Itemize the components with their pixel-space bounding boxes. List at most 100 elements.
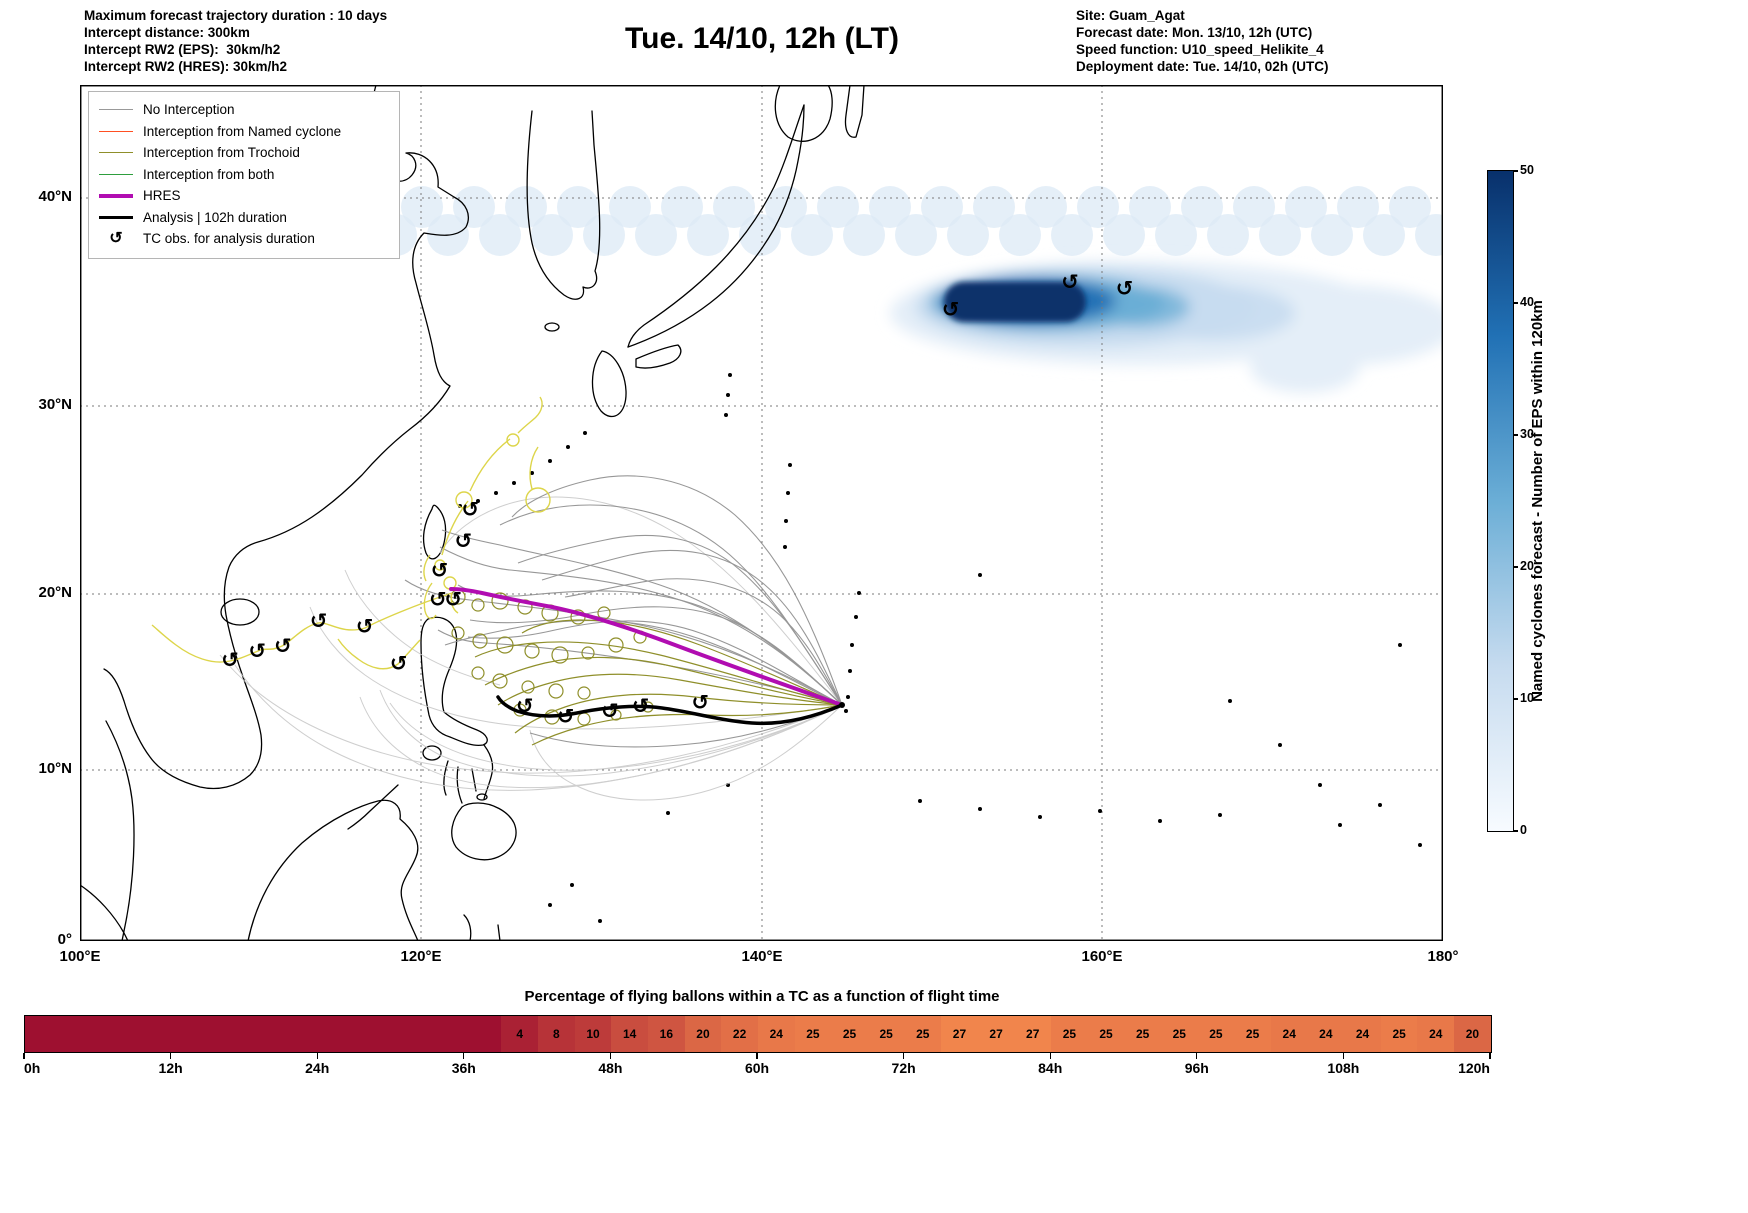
header-right-line-3: Speed function: U10_speed_Helikite_4	[1076, 42, 1324, 57]
tc-obs-symbol: ↺	[429, 587, 447, 611]
hres-trajectory	[449, 587, 844, 707]
analysis-trajectory	[496, 695, 844, 726]
legend-label: Interception from Trochoid	[143, 145, 300, 161]
strip-tick-label: 72h	[891, 1060, 916, 1076]
strip-cell-18: 25	[1160, 1016, 1198, 1052]
tc-obs-symbol: ↺	[1116, 276, 1134, 300]
x-tick-160e: 160°E	[1081, 948, 1123, 965]
strip-cell-16: 25	[1087, 1016, 1125, 1052]
colorbar-tick-label: 40	[1520, 295, 1534, 309]
strip-tick-mark	[169, 1053, 172, 1059]
strip-cell-2: 10	[574, 1016, 612, 1052]
legend-item-5: Analysis | 102h duration	[99, 207, 389, 229]
header-left-line-2: Intercept distance: 300km	[84, 25, 250, 40]
tc-obs-symbol: ↺	[356, 614, 374, 638]
y-tick-40n: 40°N	[38, 188, 72, 205]
strip-tick-mark	[316, 1053, 318, 1059]
strip-cell-14: 27	[1014, 1016, 1052, 1052]
x-tick-100e: 100°E	[59, 948, 101, 965]
tc-obs-symbol: ↺	[431, 558, 449, 582]
small-islands	[458, 373, 1422, 923]
tc-obs-symbol: ↺	[461, 497, 479, 521]
legend-item-0: No Interception	[99, 99, 389, 121]
legend-label: Analysis | 102h duration	[143, 209, 287, 225]
tc-obs-symbol: ↺	[516, 694, 534, 718]
colorbar-tick-label: 30	[1520, 427, 1534, 441]
legend-label: HRES	[143, 188, 181, 204]
colorbar-tick-label: 50	[1520, 163, 1534, 177]
trajectories-no-interception	[404, 475, 843, 748]
colorbar-title: Named cyclones forecast - Number of EPS …	[1529, 300, 1546, 702]
strip-tick-label: 0h	[24, 1060, 41, 1076]
tc-obs-symbol: ↺	[455, 529, 473, 553]
map-gridlines	[80, 85, 1443, 941]
header-right-line-4: Deployment date: Tue. 14/10, 02h (UTC)	[1076, 59, 1329, 74]
strip-cell-6: 22	[721, 1016, 758, 1052]
x-tick-180: 180°	[1427, 948, 1459, 965]
strip-tick-label: 120h	[1458, 1060, 1490, 1076]
colorbar-tick-mark	[1513, 566, 1518, 568]
tc-obs-symbol: ↺	[310, 609, 328, 633]
header-right-line-1: Site: Guam_Agat	[1076, 8, 1185, 23]
strip-cell-5: 20	[684, 1016, 722, 1052]
eps-density-blob	[890, 261, 1443, 393]
strip-cell-11: 25	[904, 1016, 942, 1052]
trajectories-yellow	[151, 396, 543, 670]
tc-observation-symbols: ↺ ↺ ↺ ↺ ↺↺ ↺ ↺↺ ↺↺↺↺↺↺↺↺↺ ↺	[221, 270, 1133, 728]
colorbar-tick-mark	[1513, 170, 1518, 172]
legend-line-sample	[99, 152, 133, 154]
colorbar: 50 40 30 20 10 0	[1487, 163, 1534, 837]
strip-tick-mark	[902, 1053, 905, 1059]
strip-tick-mark	[1196, 1053, 1198, 1059]
tc-obs-symbol: ↺	[632, 694, 650, 718]
header-left-line-1: Maximum forecast trajectory duration : 1…	[84, 8, 388, 23]
colorbar-tick-mark	[1513, 830, 1518, 832]
legend-line-sample	[99, 130, 133, 132]
tc-obs-symbol: ↺	[248, 639, 266, 663]
strip-tick-mark	[1342, 1053, 1345, 1059]
legend-line-sample	[99, 193, 133, 198]
legend-line-sample	[99, 109, 133, 111]
strip-cell-20: 25	[1234, 1016, 1271, 1052]
x-tick-140e: 140°E	[741, 948, 783, 965]
strip-tick-mark	[1049, 1053, 1051, 1059]
strip-cell-19: 25	[1197, 1016, 1235, 1052]
strip-tick-label: 36h	[451, 1060, 476, 1076]
strip-cell-26: 20	[1454, 1016, 1491, 1052]
strip-cell-4: 16	[648, 1016, 685, 1052]
tc-obs-symbol: ↺	[274, 634, 292, 658]
strip-tick-label: 108h	[1327, 1060, 1360, 1076]
header-left-line-4: Intercept RW2 (HRES): 30km/h2	[84, 59, 288, 74]
legend-line-sample	[99, 215, 133, 219]
colorbar-tick-label: 20	[1520, 559, 1534, 573]
x-tick-120e: 120°E	[400, 948, 442, 965]
map-frame	[80, 85, 1443, 941]
strip-tick-mark	[23, 1053, 25, 1059]
y-tick-30n: 30°N	[38, 396, 72, 413]
tc-obs-symbol: ↺	[691, 690, 709, 714]
legend-item-2: Interception from Trochoid	[99, 142, 389, 164]
strip-cell-10: 25	[867, 1016, 905, 1052]
legend-item-6: ↺ TC obs. for analysis duration	[99, 228, 389, 250]
strip-cell-7: 24	[757, 1016, 795, 1052]
y-tick-20n: 20°N	[38, 584, 72, 601]
strip-tick-label: 24h	[305, 1060, 330, 1076]
page-title: Tue. 14/10, 12h (LT)	[625, 22, 899, 55]
strip-cell-23: 24	[1344, 1016, 1381, 1052]
map-legend: No Interception Interception from Named c…	[88, 91, 400, 259]
strip-tick-label: 48h	[598, 1060, 623, 1076]
tc-obs-symbol: ↺	[221, 648, 239, 672]
tc-obs-symbol: ↺	[390, 652, 408, 676]
legend-label: TC obs. for analysis duration	[143, 231, 315, 247]
strip-cell-12: 27	[941, 1016, 978, 1052]
strip-cell-13: 27	[977, 1016, 1015, 1052]
strip-cell-8: 25	[794, 1016, 832, 1052]
tc-obs-symbol: ↺	[601, 699, 619, 723]
legend-line-sample	[99, 173, 133, 175]
strip-cell-9: 25	[831, 1016, 868, 1052]
trajectories-no-interception-old	[219, 496, 843, 801]
balloon-tc-percentage-strip: 4 8 10 14 16 20 22 24 25 25 25 25 27 27 27 25 25 25 25 25 25…	[24, 1015, 1492, 1053]
tc-symbol-icon: ↺	[109, 229, 123, 247]
tc-obs-symbol: ↺	[444, 587, 462, 611]
strip-tick-mark	[1489, 1053, 1491, 1059]
